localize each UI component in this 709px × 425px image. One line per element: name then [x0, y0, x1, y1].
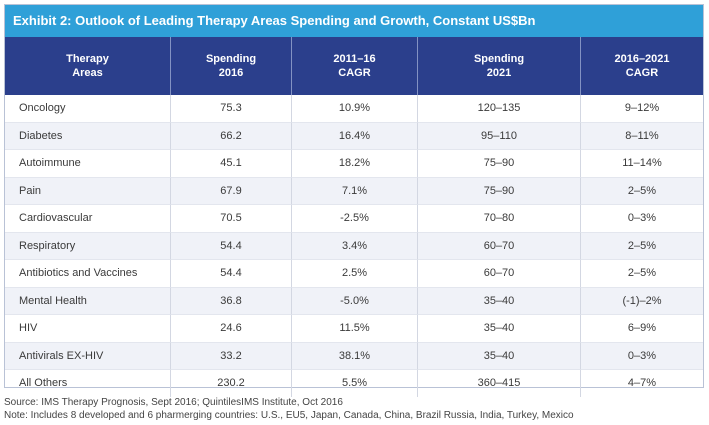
cell-spending-2016: 230.2 — [170, 369, 291, 397]
cell-spending-2021: 75–90 — [417, 176, 580, 204]
cell-spending-2021: 35–40 — [417, 314, 580, 342]
therapy-table: Therapy Areas Spending 2016 2011–16 CAGR Sp… — [5, 37, 703, 397]
cell-cagr-2016-2021: 0–3% — [580, 204, 703, 232]
cell-cagr-2016-2021: 8–11% — [580, 121, 703, 149]
cell-cagr-2011-16: 5.5% — [291, 369, 417, 397]
table-row: Respiratory 54.4 3.4% 60–70 2–5% — [5, 231, 703, 259]
cell-spending-2016: 36.8 — [170, 286, 291, 314]
cell-cagr-2016-2021: (-1)–2% — [580, 286, 703, 314]
cell-cagr-2011-16: 10.9% — [291, 95, 417, 122]
cell-spending-2021: 360–415 — [417, 369, 580, 397]
header-cagr-2011-16: 2011–16 CAGR — [291, 37, 417, 95]
cell-spending-2021: 75–90 — [417, 149, 580, 177]
cell-therapy-area: Pain — [5, 176, 170, 204]
cell-cagr-2011-16: 3.4% — [291, 231, 417, 259]
cell-cagr-2016-2021: 2–5% — [580, 231, 703, 259]
cell-cagr-2011-16: 11.5% — [291, 314, 417, 342]
cell-therapy-area: Diabetes — [5, 121, 170, 149]
cell-spending-2016: 45.1 — [170, 149, 291, 177]
cell-cagr-2011-16: 16.4% — [291, 121, 417, 149]
cell-cagr-2011-16: 38.1% — [291, 341, 417, 369]
cell-cagr-2016-2021: 11–14% — [580, 149, 703, 177]
cell-spending-2016: 67.9 — [170, 176, 291, 204]
cell-therapy-area: Autoimmune — [5, 149, 170, 177]
header-spending-2021: Spending 2021 — [417, 37, 580, 95]
header-row: Therapy Areas Spending 2016 2011–16 CAGR Sp… — [5, 37, 703, 95]
cell-cagr-2016-2021: 2–5% — [580, 259, 703, 287]
cell-cagr-2011-16: 2.5% — [291, 259, 417, 287]
header-therapy-areas: Therapy Areas — [5, 37, 170, 95]
cell-cagr-2011-16: 7.1% — [291, 176, 417, 204]
cell-spending-2021: 120–135 — [417, 95, 580, 122]
cell-cagr-2016-2021: 2–5% — [580, 176, 703, 204]
table-row: Mental Health 36.8 -5.0% 35–40 (-1)–2% — [5, 286, 703, 314]
cell-spending-2021: 35–40 — [417, 286, 580, 314]
cell-spending-2016: 66.2 — [170, 121, 291, 149]
cell-spending-2016: 70.5 — [170, 204, 291, 232]
cell-spending-2016: 54.4 — [170, 259, 291, 287]
cell-cagr-2016-2021: 6–9% — [580, 314, 703, 342]
cell-therapy-area: Antivirals EX-HIV — [5, 341, 170, 369]
cell-spending-2016: 54.4 — [170, 231, 291, 259]
cell-cagr-2011-16: -2.5% — [291, 204, 417, 232]
table-row: Cardiovascular 70.5 -2.5% 70–80 0–3% — [5, 204, 703, 232]
exhibit-panel: Exhibit 2: Outlook of Leading Therapy Ar… — [4, 4, 704, 397]
table-row: Antivirals EX-HIV 33.2 38.1% 35–40 0–3% — [5, 341, 703, 369]
table-row: Antibiotics and Vaccines 54.4 2.5% 60–70 2–5… — [5, 259, 703, 287]
cell-therapy-area: Antibiotics and Vaccines — [5, 259, 170, 287]
table-row: Oncology 75.3 10.9% 120–135 9–12% — [5, 95, 703, 122]
cell-therapy-area: Oncology — [19, 102, 66, 115]
footnotes: Source: IMS Therapy Prognosis, Sept 2016… — [4, 396, 704, 422]
cell-therapy-area: All Others — [5, 369, 170, 397]
cell-cagr-2016-2021: 0–3% — [580, 341, 703, 369]
cell-cagr-2016-2021: 4–7% — [580, 369, 703, 397]
cell-spending-2021: 60–70 — [417, 231, 580, 259]
source-note: Source: IMS Therapy Prognosis, Sept 2016… — [4, 397, 343, 408]
table-row: Diabetes 66.2 16.4% 95–110 8–11% — [5, 121, 703, 149]
table-row: Autoimmune 45.1 18.2% 75–90 11–14% — [5, 149, 703, 177]
cell-therapy-area: Cardiovascular — [5, 204, 170, 232]
table-row: All Others 230.2 5.5% 360–415 4–7% — [5, 369, 703, 397]
cell-spending-2021: 60–70 — [417, 259, 580, 287]
cell-spending-2021: 35–40 — [417, 341, 580, 369]
cell-spending-2016: 24.6 — [170, 314, 291, 342]
header-spending-2016: Spending 2016 — [170, 37, 291, 95]
cell-spending-2021: 70–80 — [417, 204, 580, 232]
cell-therapy-area: HIV — [5, 314, 170, 342]
cell-spending-2016: 75.3 — [170, 95, 291, 122]
countries-note: Note: Includes 8 developed and 6 pharmer… — [4, 410, 574, 421]
cell-cagr-2016-2021: 9–12% — [580, 95, 703, 122]
table-row: HIV 24.6 11.5% 35–40 6–9% — [5, 314, 703, 342]
cell-therapy-area: Respiratory — [5, 231, 170, 259]
cell-spending-2021: 95–110 — [417, 121, 580, 149]
header-cagr-2016-2021: 2016–2021 CAGR — [580, 37, 703, 95]
table-body: Oncology 75.3 10.9% 120–135 9–12% Diabetes 66.… — [5, 95, 703, 397]
exhibit-title: Exhibit 2: Outlook of Leading Therapy Ar… — [5, 5, 703, 37]
table-row: Pain 67.9 7.1% 75–90 2–5% — [5, 176, 703, 204]
cell-spending-2016: 33.2 — [170, 341, 291, 369]
cell-cagr-2011-16: 18.2% — [291, 149, 417, 177]
cell-cagr-2011-16: -5.0% — [291, 286, 417, 314]
cell-therapy-area: Mental Health — [5, 286, 170, 314]
